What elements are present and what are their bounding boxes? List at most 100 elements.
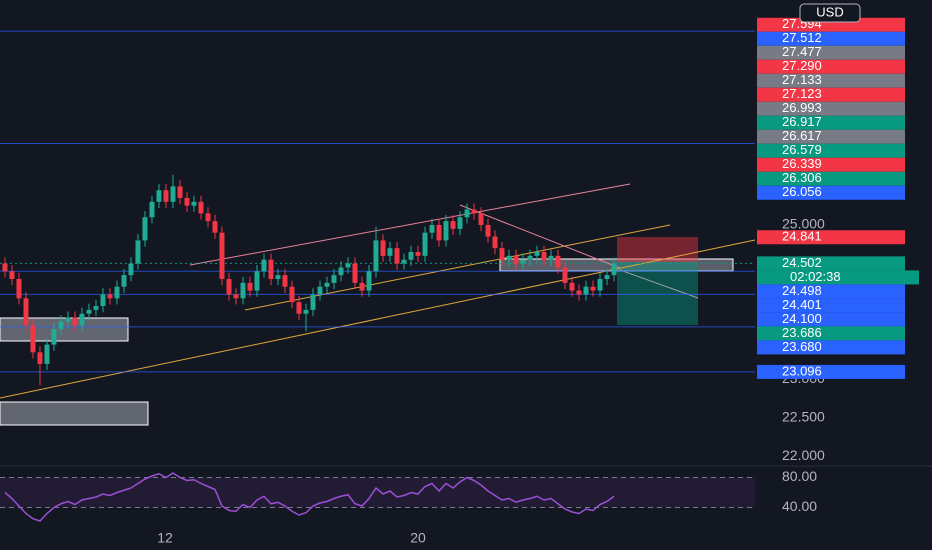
candle-body (317, 286, 323, 295)
candle-body (506, 255, 512, 260)
candle-body (352, 263, 358, 283)
candle-body (520, 259, 526, 264)
candle-body (58, 321, 64, 330)
candle-body (429, 224, 435, 233)
rsi-line (4, 472, 615, 522)
candle-body (135, 240, 141, 264)
candle-body (44, 344, 50, 364)
candle-body (198, 201, 204, 214)
candle-body (562, 267, 568, 283)
y-tick-label: 25.000 (782, 216, 825, 232)
candle-body (541, 251, 547, 260)
x-tick-label: 12 (157, 530, 173, 546)
candle-body (604, 275, 610, 279)
candle-body (37, 352, 43, 364)
price-tag (757, 129, 905, 144)
price-tag (757, 87, 905, 102)
y-tick-label: 22.000 (782, 447, 825, 463)
candle-body (373, 240, 379, 272)
candle-body (65, 317, 71, 322)
candle-body (576, 290, 582, 295)
price-tag-label: 26.617 (782, 128, 822, 143)
trend-line (459, 204, 621, 269)
price-tag-label: 26.339 (782, 156, 822, 171)
candle-body (51, 329, 57, 345)
countdown: 02:02:38 (790, 269, 841, 284)
candle-body (436, 224, 442, 241)
rsi-tick-label: 40.00 (782, 498, 817, 514)
price-tag (757, 17, 905, 32)
trend-line (244, 224, 671, 311)
price-tag-label: 27.123 (782, 86, 822, 101)
candle-body (9, 271, 15, 279)
price-tag-label: 24.100 (782, 311, 822, 326)
candle-body (338, 267, 344, 276)
candle-body (331, 275, 337, 283)
price-tag-label: 26.579 (782, 142, 822, 157)
candle-body (492, 236, 498, 249)
price-tag (757, 45, 905, 60)
candle-body (471, 209, 477, 214)
candle-body (422, 232, 428, 256)
price-tag (757, 340, 905, 355)
candle-body (107, 294, 113, 299)
price-tag (757, 284, 905, 299)
candle-body (485, 224, 491, 237)
candle-body (100, 294, 106, 307)
price-tag-label: 24.401 (782, 297, 822, 312)
candle-body (121, 275, 127, 287)
candle-body (590, 286, 596, 291)
candle-body (555, 255, 561, 268)
price-tag (757, 73, 905, 88)
price-tag-label: 26.993 (782, 100, 822, 115)
candle-body (303, 309, 309, 314)
candle-body (226, 279, 232, 295)
candle-body (548, 255, 554, 260)
price-tag (757, 298, 905, 313)
candle-body (205, 213, 211, 222)
candle-body (247, 282, 253, 291)
price-tag (757, 312, 905, 327)
candle-body (611, 263, 617, 276)
price-tag-label: 23.686 (782, 325, 822, 340)
candle-body (170, 186, 176, 202)
price-tag (757, 101, 905, 116)
candle-body (16, 279, 22, 299)
price-tag-label: 27.477 (782, 44, 822, 59)
candle-body (156, 190, 162, 202)
x-tick-label: 20 (410, 530, 426, 546)
candle-body (457, 217, 463, 229)
candle-body (79, 313, 85, 326)
candle-body (2, 263, 8, 272)
candle-body (254, 271, 260, 291)
candle-body (184, 197, 190, 206)
candle-body (415, 251, 421, 256)
stop-zone (617, 237, 698, 262)
candle-body (394, 248, 400, 264)
marks: 25.00023.00022.50022.000122080.0040.0027… (0, 16, 919, 546)
price-tag (757, 256, 905, 271)
price-tag (757, 157, 905, 172)
countdown-tag (757, 270, 919, 285)
price-tag (757, 230, 905, 245)
candle-body (114, 286, 120, 299)
candle-body (478, 213, 484, 225)
candle-body (275, 275, 281, 279)
candle-body (513, 255, 519, 264)
candle-body (499, 248, 505, 260)
candle-body (289, 286, 295, 303)
candle-body (261, 259, 267, 272)
price-tag-label: 26.917 (782, 114, 822, 129)
candle-body (219, 232, 225, 279)
candle-body (443, 221, 449, 241)
candle-body (23, 298, 29, 326)
candle-body (93, 306, 99, 310)
price-tag-label: 27.512 (782, 30, 822, 45)
candle-body (310, 294, 316, 310)
candle-body (233, 294, 239, 299)
price-tag (757, 143, 905, 158)
candle-body (597, 279, 603, 291)
price-tag-label: 26.056 (782, 184, 822, 199)
candle-body (177, 186, 183, 198)
price-tag-label: 24.498 (782, 283, 822, 298)
